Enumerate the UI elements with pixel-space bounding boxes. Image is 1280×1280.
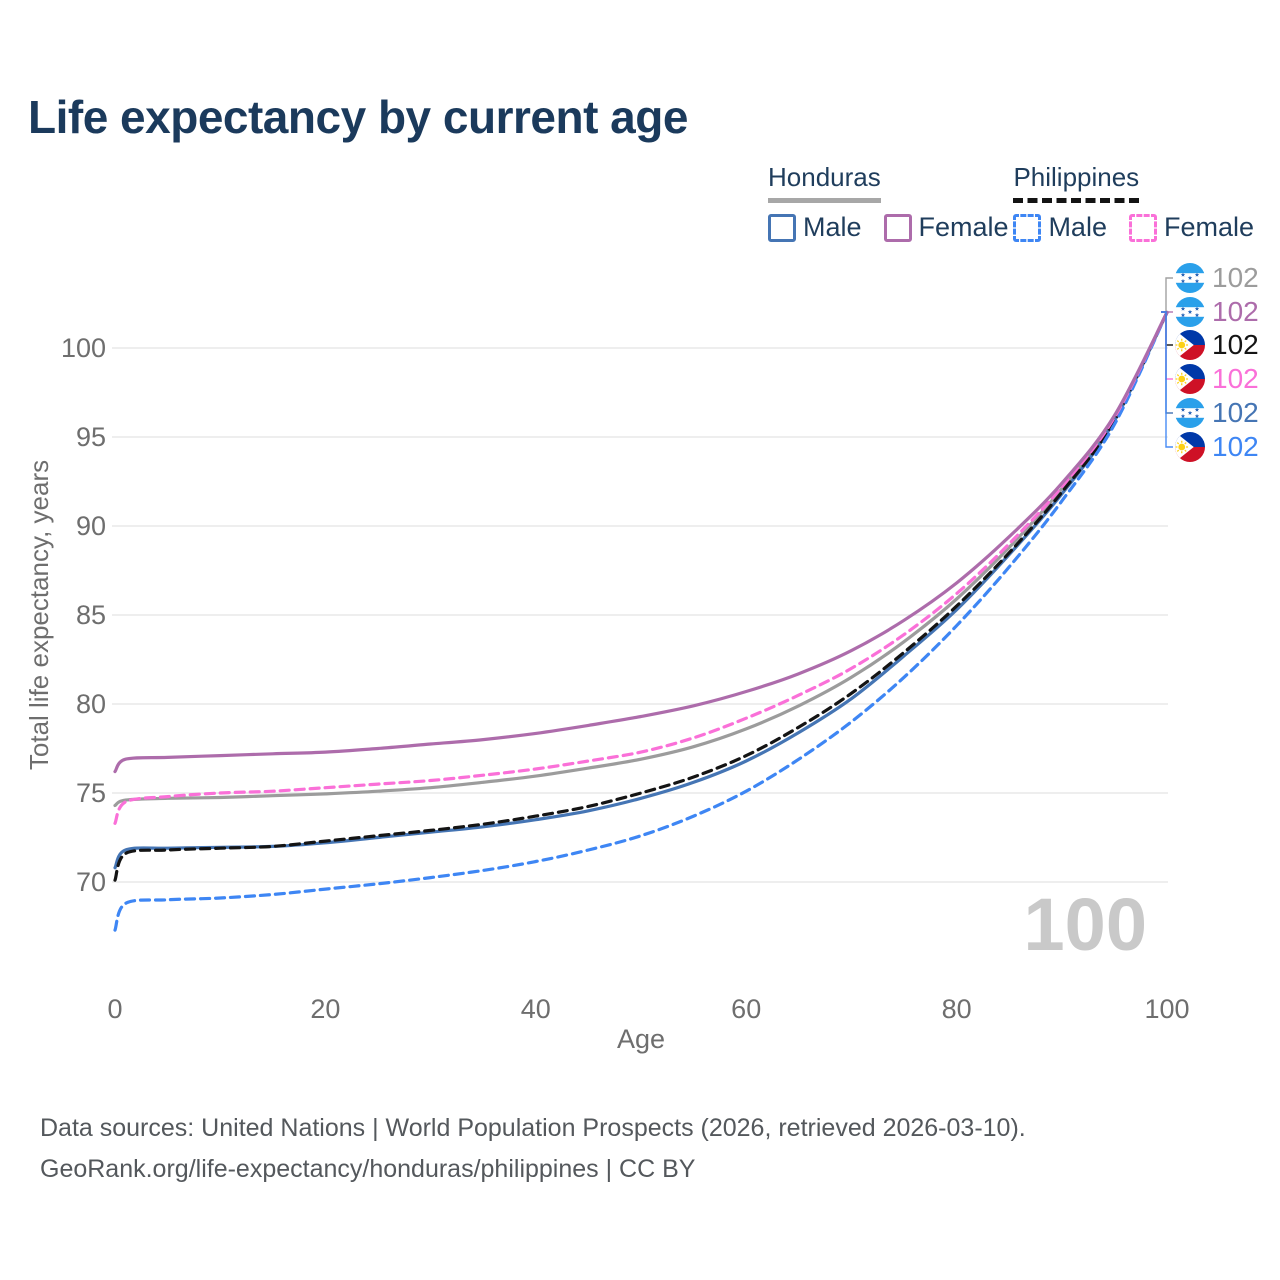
end-value-label: 102: [1212, 431, 1259, 462]
legend-item-honduras-male[interactable]: Male: [768, 212, 862, 243]
attribution-link-text: GeoRank.org/life-expectancy/honduras/phi…: [40, 1155, 696, 1183]
legend-item-label: Male: [1048, 212, 1107, 242]
legend-item-philippines-male[interactable]: Male: [1013, 212, 1107, 243]
end-label-honduras-male: 102: [1175, 397, 1259, 428]
x-tick-label: 60: [731, 994, 761, 1024]
y-axis-title: Total life expectancy, years: [24, 460, 54, 770]
page-title: Life expectancy by current age: [28, 91, 688, 143]
legend-group-philippines: Philippines Male Female: [1013, 162, 1254, 243]
legend-item-label: Female: [1163, 212, 1254, 242]
x-tick-label: 40: [521, 994, 551, 1024]
series-line-philippines-male: [113, 310, 1169, 932]
legend-item-honduras-female[interactable]: Female: [883, 212, 1009, 243]
series-line-honduras-total: [113, 310, 1169, 808]
end-value-label: 102: [1212, 329, 1259, 360]
x-axis-title: Age: [617, 1024, 665, 1054]
legend-items-honduras: Male Female: [768, 212, 1009, 243]
y-tick-label: 100: [61, 333, 106, 363]
end-label-connector: [1161, 311, 1173, 414]
end-label-philippines-total: 102: [1175, 329, 1259, 360]
legend-item-label: Male: [803, 212, 862, 242]
y-tick-label: 90: [76, 511, 106, 541]
y-tick-label: 80: [76, 689, 106, 719]
end-value-label: 102: [1212, 397, 1259, 428]
honduras-male-swatch-icon[interactable]: [768, 213, 796, 242]
philippines-female-swatch-icon[interactable]: [1128, 213, 1157, 242]
end-label-honduras-total: 102: [1175, 262, 1259, 293]
footer: Data sources: United Nations | World Pop…: [40, 1108, 1026, 1190]
y-tick-label: 95: [76, 422, 106, 452]
legend-item-label: Female: [918, 212, 1009, 242]
series-line-honduras-male: [113, 310, 1169, 870]
series-line-honduras-female: [113, 310, 1169, 774]
legend-country-honduras: Honduras: [768, 162, 881, 203]
honduras-flag-icon: [1175, 263, 1205, 293]
end-label-connector: [1161, 277, 1173, 313]
y-tick-label: 75: [76, 778, 106, 808]
x-tick-label: 0: [107, 994, 122, 1024]
philippines-flag-icon: [1175, 330, 1205, 360]
x-tick-label: 20: [310, 994, 340, 1024]
end-label-honduras-female: 102: [1175, 296, 1259, 327]
legend-items-philippines: Male Female: [1013, 212, 1254, 243]
honduras-female-swatch-icon[interactable]: [883, 213, 912, 242]
series-line-philippines-total: [113, 310, 1169, 882]
chart-legend: Honduras Male Female Philippines Male Fe…: [768, 162, 1254, 243]
life-expectancy-chart: 70 75 80 85 90 95 100 0 20 40 60 80 100 Age Total life…: [24, 262, 1259, 1054]
end-label-philippines-female: 102: [1175, 363, 1259, 394]
philippines-male-swatch-icon[interactable]: [1013, 213, 1042, 242]
y-tick-label: 85: [76, 600, 106, 630]
philippines-flag-icon: [1175, 364, 1205, 394]
legend-country-philippines: Philippines: [1013, 162, 1140, 203]
end-label-connector: [1161, 311, 1173, 448]
end-label-philippines-male: 102: [1175, 431, 1259, 462]
legend-group-honduras: Honduras Male Female: [768, 162, 1009, 243]
end-value-label: 102: [1212, 363, 1259, 394]
current-age-watermark: 100: [1024, 883, 1147, 966]
end-value-label: 102: [1212, 262, 1259, 293]
honduras-flag-icon: [1175, 297, 1205, 327]
data-source-text: Data sources: United Nations | World Pop…: [40, 1114, 1026, 1142]
philippines-flag-icon: [1175, 432, 1205, 462]
honduras-flag-icon: [1175, 398, 1205, 428]
x-tick-label: 80: [942, 994, 972, 1024]
series-line-philippines-female: [113, 310, 1169, 825]
legend-item-philippines-female[interactable]: Female: [1128, 212, 1254, 243]
x-tick-label: 100: [1144, 994, 1189, 1024]
end-label-connector: [1161, 311, 1173, 346]
end-value-label: 102: [1212, 296, 1259, 327]
y-tick-label: 70: [76, 867, 106, 897]
